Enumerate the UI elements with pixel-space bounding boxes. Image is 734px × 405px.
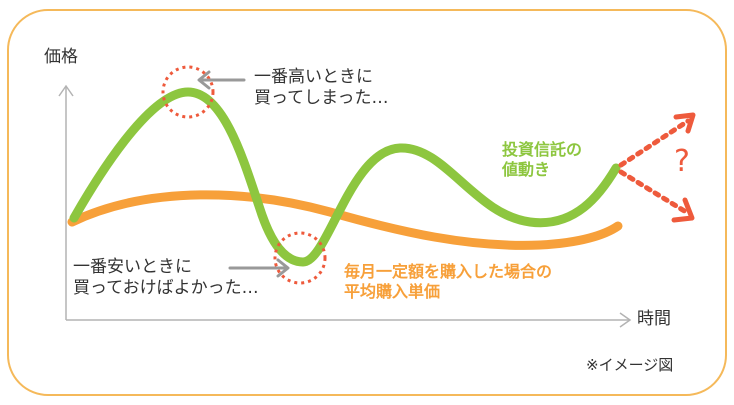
highest-point-circle bbox=[161, 65, 215, 119]
lowest-annotation-line-1: 一番安いときに bbox=[73, 257, 192, 277]
highest-annotation: 一番高いときに 買ってしまった… bbox=[254, 67, 388, 110]
future-up-arrow bbox=[618, 118, 691, 168]
image-note: ※イメージ図 bbox=[586, 356, 674, 374]
future-arrows bbox=[618, 112, 696, 223]
lowest-point-circle bbox=[273, 231, 327, 285]
x-axis-arrowhead bbox=[619, 312, 632, 328]
highest-pointer-arrowhead bbox=[197, 70, 211, 90]
y-axis-label: 価格 bbox=[44, 47, 78, 67]
fund-line-label: 投資信託の 値動き bbox=[502, 140, 582, 180]
lowest-pointer-arrowhead bbox=[276, 258, 290, 278]
average-line-label: 毎月一定額を購入した場合の 平均購入単価 bbox=[344, 262, 552, 302]
fund-price-line bbox=[69, 87, 621, 267]
highest-annotation-line-2: 買ってしまった… bbox=[254, 88, 389, 109]
future-up-arrowhead bbox=[673, 112, 696, 134]
highest-annotation-line-1: 一番高いときに bbox=[254, 67, 373, 87]
axes bbox=[58, 84, 632, 328]
average-line-label-2: 平均購入単価 bbox=[344, 282, 441, 301]
average-line-label-1: 毎月一定額を購入した場合の bbox=[344, 262, 553, 281]
fund-line-label-1: 投資信託の bbox=[502, 140, 583, 159]
diagram-frame bbox=[7, 9, 727, 396]
question-mark: ? bbox=[674, 144, 690, 179]
fund-line-label-2: 値動き bbox=[502, 160, 551, 179]
pointer-arrows bbox=[197, 70, 290, 278]
future-down-arrow bbox=[618, 169, 689, 215]
future-down-arrowhead bbox=[671, 197, 695, 223]
lowest-annotation-line-2: 買っておけばよかった… bbox=[73, 278, 259, 299]
y-axis-arrowhead bbox=[58, 84, 74, 97]
average-price-line bbox=[67, 190, 623, 250]
x-axis-label: 時間 bbox=[637, 309, 671, 329]
lowest-annotation: 一番安いときに 買っておけばよかった… bbox=[73, 257, 259, 300]
